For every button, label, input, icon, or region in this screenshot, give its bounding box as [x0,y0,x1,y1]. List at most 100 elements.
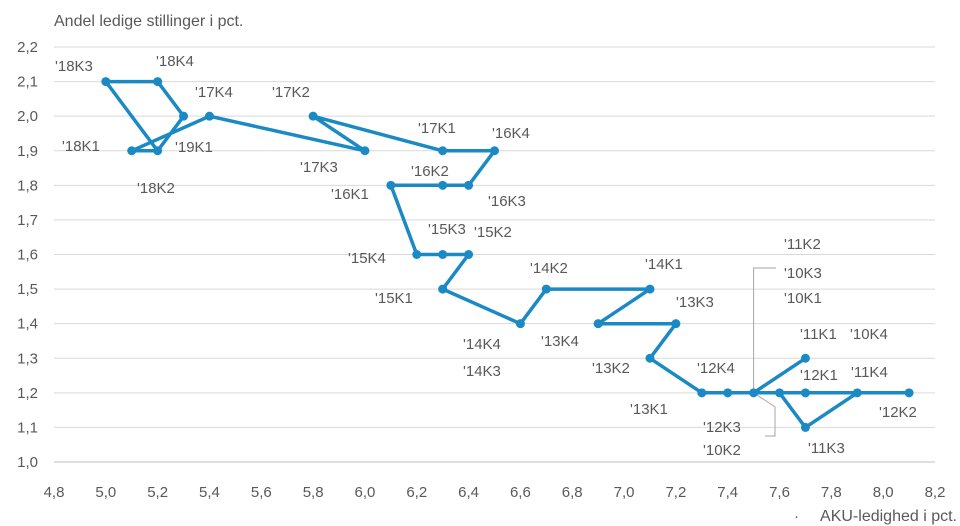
point-label: '14K3 [463,363,501,380]
x-tick-label: 7,8 [821,484,842,501]
data-marker [179,111,189,121]
y-axis-title: Andel ledige stillinger i pct. [54,13,243,30]
point-label: '11K4 [851,364,888,381]
x-tick-label: 5,0 [95,484,116,501]
x-tick-labels: 4,8 5,0 5,2 5,4 5,6 5,8 6,0 6,2 6,4 6,6 6,8 7,0 7,2 7… [44,484,946,501]
point-label: '13K2 [592,360,630,377]
data-marker [464,250,474,259]
point-label: '17K3 [300,159,338,176]
point-label: '10K1 [784,290,822,307]
y-tick-label: 2,2 [17,39,38,56]
point-label: '13K3 [676,294,714,311]
point-label: '16K2 [411,163,449,180]
data-marker [749,388,759,398]
x-axis-title-dot: · [794,508,799,525]
point-label: '18K3 [55,58,93,75]
x-tick-label: 7,6 [769,484,790,501]
data-marker [852,388,862,398]
point-label: '16K3 [488,193,526,210]
y-tick-label: 1,4 [17,316,38,333]
x-axis-title: AKU-ledighed i pct. [820,508,957,525]
data-marker [438,146,448,156]
y-tick-label: 1,3 [17,350,38,367]
y-tick-label: 1,7 [17,212,38,229]
data-marker [101,77,111,87]
data-markers [101,77,914,432]
x-tick-label: 6,2 [406,484,427,501]
data-marker [904,388,914,398]
y-tick-label: 1,8 [17,177,38,194]
point-label: '18K4 [156,53,194,70]
data-marker [515,319,525,329]
y-tick-label: 1,0 [17,454,38,471]
data-marker [490,146,499,156]
data-marker [775,388,785,398]
point-label: '11K3 [808,440,845,457]
data-marker [438,250,448,259]
data-marker [412,250,422,259]
point-label: '14K2 [530,260,568,277]
y-tick-labels: 1,0 1,1 1,2 1,3 1,4 1,5 1,6 1,7 1,8 1,9 2,0 2,1 2,2 [17,39,38,471]
point-label: '16K4 [492,125,530,142]
y-tick-label: 1,5 [17,281,38,298]
data-marker [541,284,551,294]
point-label: '10K3 [784,265,822,282]
point-label: '13K4 [541,333,579,350]
x-tick-label: 7,2 [665,484,686,501]
data-marker [464,180,474,190]
y-tick-label: 2,0 [17,108,38,125]
point-label: '12K2 [879,404,917,421]
data-marker [360,146,370,156]
point-label: '10K4 [850,326,888,343]
point-label: '15K4 [348,250,386,267]
data-marker [153,77,163,87]
point-label: '11K2 [784,236,821,253]
x-tick-label: 8,2 [925,484,946,501]
data-marker [204,111,214,121]
x-tick-label: 6,6 [510,484,531,501]
data-marker [386,180,396,190]
point-label: '13K1 [630,401,668,418]
x-tick-label: 5,6 [251,484,272,501]
point-label: '11K1 [800,326,837,343]
point-label: '15K1 [375,290,413,307]
point-label: '17K1 [418,120,456,137]
x-tick-label: 6,0 [355,484,376,501]
data-marker [723,388,733,398]
x-tick-label: 6,4 [458,484,479,501]
leader-line [753,267,776,393]
point-label: '17K2 [272,84,310,101]
x-tick-label: 4,8 [44,484,65,501]
leader-line [753,392,776,437]
data-marker [438,284,448,294]
point-label: '16K1 [331,186,369,203]
point-label: '14K4 [463,336,501,353]
x-tick-label: 5,4 [199,484,220,501]
point-label: '18K1 [62,138,100,155]
point-label: '19K1 [175,139,213,156]
point-label: '12K3 [703,419,741,436]
data-marker [800,422,810,432]
point-label: '14K1 [645,256,683,273]
data-marker [153,146,163,156]
x-tick-label: 5,2 [147,484,168,501]
data-marker [438,180,448,190]
point-label: '12K4 [697,360,735,377]
y-tick-label: 2,1 [17,74,38,91]
point-label: '17K4 [195,84,233,101]
point-label: '15K3 [428,221,466,238]
data-marker [645,284,655,294]
point-label: '12K1 [800,367,838,384]
data-marker [800,388,810,398]
x-tick-label: 7,4 [717,484,738,501]
point-label: '18K2 [137,180,175,197]
x-tick-label: 6,8 [562,484,583,501]
data-marker [308,111,318,121]
x-tick-label: 5,8 [303,484,324,501]
x-tick-label: 7,0 [614,484,635,501]
data-marker [593,319,603,329]
data-marker [645,353,655,363]
point-label: '15K2 [474,224,512,241]
data-marker [697,388,707,398]
